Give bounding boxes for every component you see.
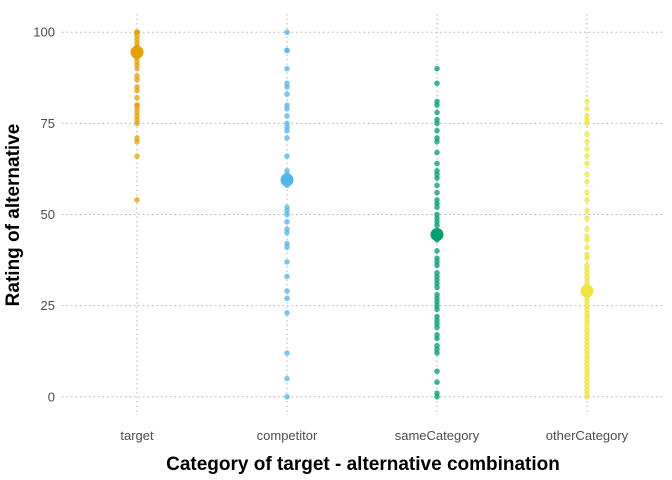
data-point-competitor xyxy=(284,105,290,112)
data-point-otherCategory xyxy=(584,160,590,167)
mean-point-target xyxy=(130,45,144,59)
data-point-competitor xyxy=(284,288,290,294)
data-point-sameCategory xyxy=(434,350,440,356)
y-tick-label: 25 xyxy=(41,298,55,313)
y-tick-label: 50 xyxy=(41,207,55,222)
data-point-competitor xyxy=(284,295,290,302)
data-point-competitor xyxy=(284,65,290,72)
x-tick-label-otherCategory: otherCategory xyxy=(546,428,629,443)
data-point-otherCategory xyxy=(584,171,590,178)
data-point-competitor xyxy=(284,218,290,225)
data-point-otherCategory xyxy=(584,244,590,251)
y-tick-label: 0 xyxy=(48,389,55,404)
data-point-otherCategory xyxy=(584,178,590,185)
data-point-sameCategory xyxy=(434,335,440,342)
data-point-sameCategory xyxy=(434,222,440,229)
data-point-sameCategory xyxy=(434,248,440,254)
data-point-competitor xyxy=(284,153,290,159)
data-point-sameCategory xyxy=(434,368,440,375)
data-point-competitor xyxy=(284,84,290,90)
data-point-sameCategory xyxy=(434,204,440,211)
data-point-target xyxy=(134,120,140,127)
data-point-otherCategory xyxy=(584,393,590,400)
data-point-competitor xyxy=(284,350,290,356)
data-point-otherCategory xyxy=(584,105,590,112)
data-point-otherCategory xyxy=(584,215,590,221)
data-point-target xyxy=(134,95,140,101)
data-point-sameCategory xyxy=(434,379,440,385)
data-point-otherCategory xyxy=(584,189,590,196)
data-point-sameCategory xyxy=(434,120,440,127)
data-point-target xyxy=(134,87,140,94)
data-point-competitor xyxy=(284,244,290,251)
data-point-target xyxy=(134,197,140,203)
x-tick-label-competitor: competitor xyxy=(257,428,318,443)
data-point-sameCategory xyxy=(434,262,440,269)
data-point-otherCategory xyxy=(584,226,590,232)
mean-point-otherCategory xyxy=(580,284,594,298)
data-point-competitor xyxy=(284,273,290,280)
data-point-competitor xyxy=(284,259,290,265)
data-point-competitor xyxy=(284,47,290,54)
data-point-sameCategory xyxy=(434,324,440,331)
y-tick-label: 100 xyxy=(33,25,55,40)
data-point-sameCategory xyxy=(434,149,440,156)
data-point-competitor xyxy=(284,211,290,218)
data-point-sameCategory xyxy=(434,306,440,313)
data-point-otherCategory xyxy=(584,138,590,145)
data-point-sameCategory xyxy=(434,109,440,116)
data-point-competitor xyxy=(284,229,290,236)
data-point-sameCategory xyxy=(434,189,440,196)
x-axis-title: Category of target - alternative combina… xyxy=(166,454,560,475)
data-point-otherCategory xyxy=(584,131,590,138)
x-tick-labels: target competitor sameCategory otherCategor… xyxy=(120,428,628,443)
data-point-sameCategory xyxy=(434,160,440,167)
data-point-target xyxy=(134,65,140,72)
data-point-target xyxy=(134,153,140,159)
data-point-sameCategory xyxy=(434,175,440,181)
x-tick-label-sameCategory: sameCategory xyxy=(395,428,480,443)
grid-layer xyxy=(62,14,662,415)
data-point-sameCategory xyxy=(434,65,440,72)
data-point-otherCategory xyxy=(584,237,590,243)
data-point-sameCategory xyxy=(434,80,440,87)
mean-point-competitor xyxy=(280,173,294,187)
mean-layer xyxy=(130,45,594,298)
y-tick-label: 75 xyxy=(41,116,55,131)
y-axis-title: Rating of alternative xyxy=(3,124,24,307)
data-point-competitor xyxy=(284,375,290,382)
data-point-target xyxy=(134,138,140,145)
data-point-otherCategory xyxy=(584,146,590,152)
data-point-otherCategory xyxy=(584,120,590,127)
data-point-target xyxy=(134,76,140,83)
data-point-otherCategory xyxy=(584,98,590,105)
data-point-competitor xyxy=(284,29,290,36)
data-point-competitor xyxy=(284,393,290,400)
data-point-otherCategory xyxy=(584,208,590,214)
data-point-competitor xyxy=(284,127,290,134)
data-point-sameCategory xyxy=(434,102,440,108)
y-tick-labels: 0 25 50 75 100 xyxy=(33,25,55,405)
data-point-sameCategory xyxy=(434,127,440,134)
data-point-otherCategory xyxy=(584,153,590,159)
data-point-sameCategory xyxy=(434,393,440,400)
data-point-sameCategory xyxy=(434,138,440,145)
data-point-otherCategory xyxy=(584,255,590,262)
data-point-sameCategory xyxy=(434,284,440,291)
data-point-competitor xyxy=(284,113,290,119)
data-point-sameCategory xyxy=(434,182,440,189)
data-point-competitor xyxy=(284,91,290,97)
x-tick-label-target: target xyxy=(120,428,154,443)
data-point-competitor xyxy=(284,135,290,141)
data-point-otherCategory xyxy=(584,197,590,203)
mean-point-sameCategory xyxy=(430,228,444,242)
data-point-competitor xyxy=(284,310,290,316)
